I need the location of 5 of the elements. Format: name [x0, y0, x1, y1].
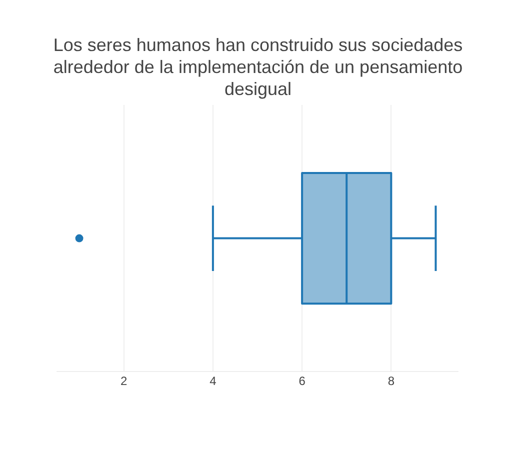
- chart-title: Los seres humanos han construido sus sociedades alrededor de la implementación de un pensamiento desigual: [52, 34, 464, 100]
- x-tick-label: 6: [298, 374, 306, 388]
- x-tick-label: 4: [210, 374, 217, 388]
- x-tick-label: 8: [388, 374, 395, 388]
- x-tick-label: 2: [120, 374, 128, 388]
